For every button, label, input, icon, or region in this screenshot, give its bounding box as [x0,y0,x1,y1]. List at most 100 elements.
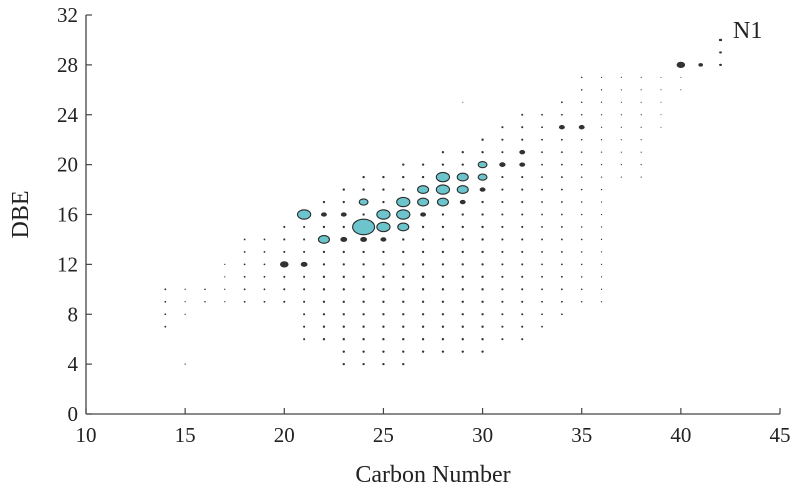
data-point [441,313,445,316]
data-point [461,163,464,166]
series-annotation: N1 [733,18,762,44]
data-point [481,263,484,266]
data-point [521,275,524,278]
data-point [580,113,583,116]
data-point [521,300,524,303]
data-point [600,226,603,228]
data-point [501,126,504,129]
data-point [541,163,543,166]
data-point [620,89,622,91]
data-point [501,151,504,154]
y-tick-label: 32 [57,3,78,27]
data-point [402,313,405,316]
data-point [322,225,326,229]
data-point [382,325,385,328]
data-point [462,101,464,103]
data-point [303,288,306,291]
x-tick-label: 20 [274,423,295,447]
data-point [303,313,306,316]
data-point [322,250,326,254]
data-point [382,362,385,366]
data-point [560,263,563,266]
data-point [164,325,167,328]
data-point [481,313,484,316]
data-point [640,114,642,116]
data-point-highlight [376,209,391,220]
data-point [600,238,603,241]
data-point [441,350,445,353]
data-point [600,188,603,191]
data-point [580,238,583,241]
data-point [441,225,445,229]
data-point [342,325,345,328]
data-point [283,225,286,229]
data-point [600,163,603,166]
data-point [342,288,345,291]
data-point [560,288,563,291]
data-point [580,213,583,216]
data-point [303,250,306,253]
data-point [560,213,563,216]
data-point-highlight [417,197,430,207]
data-point [660,114,662,116]
data-point [382,263,385,266]
data-point [521,176,524,179]
data-point [421,163,425,166]
data-point [421,300,425,303]
x-ticks: 10 15 20 25 30 35 40 45 [76,408,791,447]
data-point [680,89,682,91]
data-point [501,138,504,141]
data-point [578,125,585,130]
data-point [521,250,524,253]
data-point [499,162,506,167]
data-point [481,225,484,229]
data-point [303,225,306,229]
data-point [402,263,405,266]
data-point [461,250,464,254]
data-point [441,325,445,328]
data-point [541,126,543,129]
data-point [600,276,603,278]
data-point [600,114,603,116]
data-point [421,225,425,229]
data-point [560,226,563,228]
data-point [481,300,484,303]
data-point [322,313,326,316]
data-point [224,276,226,278]
data-point [541,226,543,228]
data-point [461,225,464,229]
data-point [600,301,603,303]
data-point-highlight [456,185,469,194]
data-point [461,325,464,328]
data-point [560,238,563,241]
data-point [243,275,246,278]
data-point-highlight [456,172,469,182]
data-point [521,138,524,141]
data-point [521,213,524,216]
data-point [541,300,543,303]
data-point [541,263,543,266]
data-point [501,176,504,179]
y-tick-label: 20 [57,153,78,177]
data-point [342,300,345,303]
data-point [600,176,603,178]
data-point [481,288,484,291]
data-point [382,300,385,303]
data-point [342,338,345,341]
data-point [560,313,563,316]
data-point [362,263,365,266]
data-point [382,188,385,191]
data-point [640,139,642,141]
data-point [382,250,385,254]
y-tick-label: 4 [68,352,79,376]
y-tick-label: 12 [57,252,78,276]
data-point [640,76,642,78]
data-point [402,300,405,303]
data-point [382,288,385,291]
data-point [322,338,326,341]
data-point [263,263,266,266]
data-point [382,275,385,279]
data-point [402,362,405,366]
data-point [382,175,385,179]
data-point [519,162,526,167]
